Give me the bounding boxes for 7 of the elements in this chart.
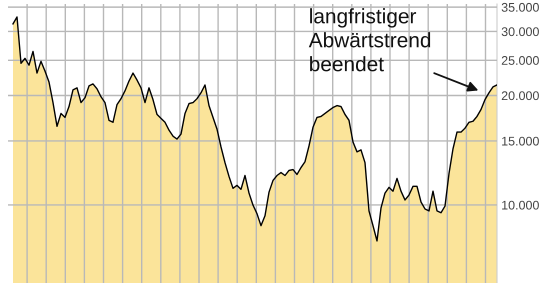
y-tick-label: 10.000 xyxy=(502,200,539,210)
y-tick-label: 30.000 xyxy=(502,27,539,36)
y-tick-label: 15.000 xyxy=(502,136,539,146)
y-tick-label: 25.000 xyxy=(502,56,539,65)
annotation: langfristiger Abwärtstrend beendet xyxy=(308,8,430,72)
y-tick-label: 35.000 xyxy=(502,2,539,12)
y-tick-label: 20.000 xyxy=(502,91,539,100)
